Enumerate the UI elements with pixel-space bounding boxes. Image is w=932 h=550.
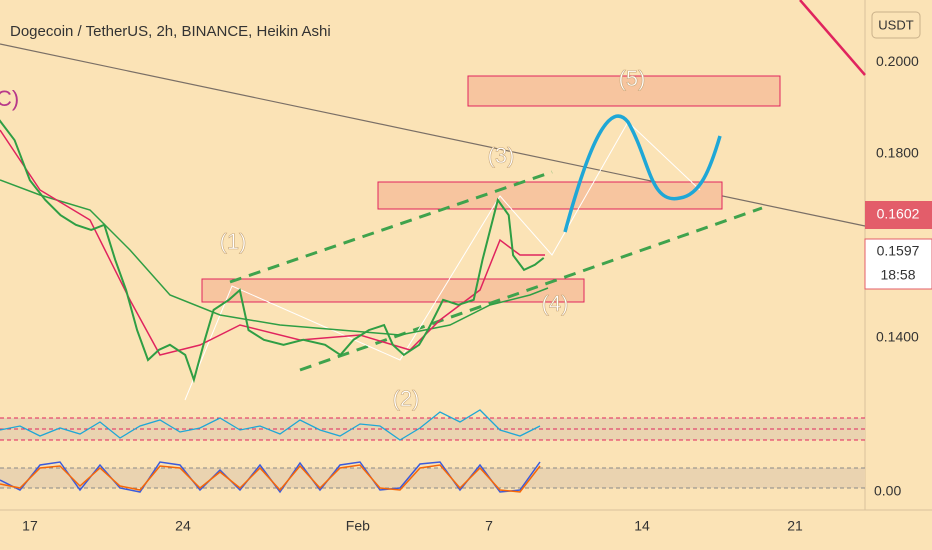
- projection-curve: [563, 114, 722, 233]
- y-tick-label: 0.2000: [876, 53, 919, 69]
- oscillator-label: 0.00: [874, 483, 901, 499]
- wave-label: (5): [619, 66, 646, 91]
- y-tick-label: 0.1400: [876, 329, 919, 345]
- currency-badge[interactable]: [871, 11, 921, 39]
- target-box: [467, 75, 781, 107]
- last-price: 0.1597: [877, 243, 920, 259]
- y-tick-label: 0.1800: [876, 145, 919, 161]
- price-line: [0, 119, 545, 384]
- alert-tag: [865, 201, 932, 229]
- resistance-box: [377, 181, 723, 210]
- x-tick-label: 24: [175, 518, 191, 534]
- x-tick-label: Feb: [346, 518, 370, 534]
- x-tick-label: 21: [787, 518, 803, 534]
- stoch-band: [0, 468, 865, 488]
- moving-average-slow: [0, 179, 549, 336]
- x-tick-label: 14: [634, 518, 650, 534]
- last-price-tag: [864, 238, 932, 290]
- support-box: [201, 278, 585, 303]
- x-tick-label: 17: [22, 518, 38, 534]
- red-line: [799, 0, 866, 76]
- rsi-band: [0, 418, 865, 440]
- countdown: 18:58: [880, 267, 915, 283]
- stoch-d: [0, 464, 541, 493]
- wave-label: (3): [488, 143, 515, 168]
- rsi-line: [0, 409, 541, 441]
- currency-label: USDT: [878, 17, 913, 32]
- chart-title: Dogecoin / TetherUS, 2h, BINANCE, Heikin…: [10, 23, 331, 40]
- alert-price: 0.1602: [877, 206, 920, 222]
- wave-label: (2): [393, 386, 420, 411]
- channel-top: [229, 170, 553, 284]
- wave-label: (4): [542, 291, 569, 316]
- x-tick-label: 7: [485, 518, 493, 534]
- wave-label: C): [0, 86, 19, 111]
- wave-label: (1): [220, 229, 247, 254]
- channel-bottom: [299, 206, 763, 372]
